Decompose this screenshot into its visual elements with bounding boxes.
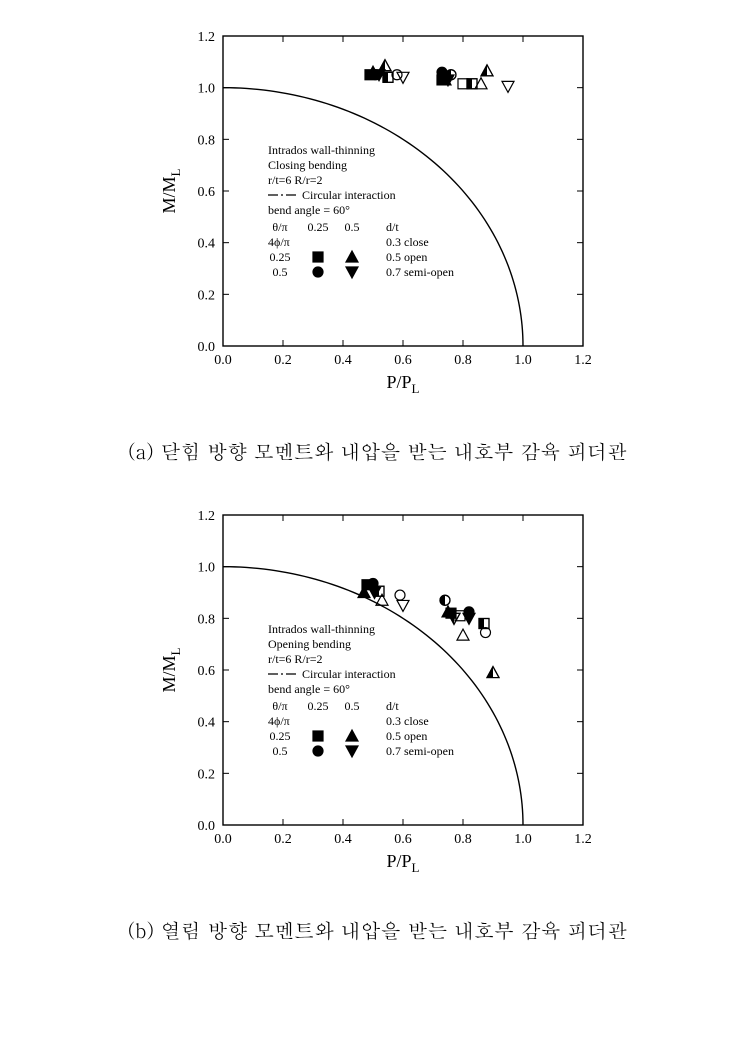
svg-text:0.8: 0.8 xyxy=(197,133,215,148)
svg-text:1.0: 1.0 xyxy=(514,832,532,847)
svg-text:0.0: 0.0 xyxy=(197,819,215,834)
chart-a-svg: 0.0 0.2 0.4 0.6 0.8 1.0 1.2 0.0 0.2 0.4 0.6 0.8 1.0 1… xyxy=(138,18,618,418)
svg-text:0.25: 0.25 xyxy=(307,220,328,234)
svg-text:4ϕ/π: 4ϕ/π xyxy=(268,235,290,249)
svg-text:1.0: 1.0 xyxy=(514,353,532,368)
svg-text:0.25: 0.25 xyxy=(307,699,328,713)
svg-text:0.25: 0.25 xyxy=(269,250,290,264)
svg-text:0.4: 0.4 xyxy=(197,716,215,731)
svg-text:P/PL: P/PL xyxy=(386,372,419,396)
svg-text:d/t: d/t xyxy=(386,699,399,713)
svg-text:0.5: 0.5 xyxy=(344,220,359,234)
svg-text:0.5: 0.5 xyxy=(272,744,287,758)
svg-text:Closing bending: Closing bending xyxy=(268,158,347,172)
svg-text:M/ML: M/ML xyxy=(159,168,183,213)
svg-text:Circular interaction: Circular interaction xyxy=(302,188,396,202)
svg-text:1.2: 1.2 xyxy=(197,30,215,45)
svg-text:0.6: 0.6 xyxy=(394,353,412,368)
svg-text:Intrados wall-thinning: Intrados wall-thinning xyxy=(268,143,375,157)
svg-text:θ/π: θ/π xyxy=(272,699,287,713)
svg-text:0.2: 0.2 xyxy=(197,288,215,303)
svg-text:Intrados wall-thinning: Intrados wall-thinning xyxy=(268,622,375,636)
svg-text:0.7 semi-open: 0.7 semi-open xyxy=(386,265,454,279)
svg-text:0.3 close: 0.3 close xyxy=(386,235,429,249)
svg-text:bend angle = 60°: bend angle = 60° xyxy=(268,682,350,696)
svg-text:0.0: 0.0 xyxy=(214,353,232,368)
chart-a: 0.0 0.2 0.4 0.6 0.8 1.0 1.2 0.0 0.2 0.4 0.6 0.8 1.0 1… xyxy=(138,18,618,418)
svg-text:θ/π: θ/π xyxy=(272,220,287,234)
svg-text:Opening bending: Opening bending xyxy=(268,637,351,651)
svg-text:bend angle = 60°: bend angle = 60° xyxy=(268,203,350,217)
svg-text:0.7 semi-open: 0.7 semi-open xyxy=(386,744,454,758)
svg-text:r/t=6 R/r=2: r/t=6 R/r=2 xyxy=(268,173,323,187)
svg-text:r/t=6 R/r=2: r/t=6 R/r=2 xyxy=(268,652,323,666)
svg-text:0.2: 0.2 xyxy=(274,832,292,847)
caption-a: (a) 닫힘 방향 모멘트와 내압을 받는 내호부 감육 피더관 xyxy=(0,436,755,465)
svg-text:0.6: 0.6 xyxy=(197,664,215,679)
svg-text:0.6: 0.6 xyxy=(394,832,412,847)
svg-text:0.2: 0.2 xyxy=(274,353,292,368)
svg-text:0.3 close: 0.3 close xyxy=(386,714,429,728)
svg-text:0.2: 0.2 xyxy=(197,767,215,782)
svg-text:0.25: 0.25 xyxy=(269,729,290,743)
svg-text:1.2: 1.2 xyxy=(197,509,215,524)
svg-text:0.5: 0.5 xyxy=(272,265,287,279)
svg-text:0.4: 0.4 xyxy=(197,237,215,252)
svg-text:0.0: 0.0 xyxy=(197,340,215,355)
svg-text:4ϕ/π: 4ϕ/π xyxy=(268,714,290,728)
svg-text:0.4: 0.4 xyxy=(334,832,352,847)
svg-text:0.5 open: 0.5 open xyxy=(386,729,427,743)
svg-text:0.5 open: 0.5 open xyxy=(386,250,427,264)
svg-text:0.5: 0.5 xyxy=(344,699,359,713)
caption-b: (b) 열림 방향 모멘트와 내압을 받는 내호부 감육 피더관 xyxy=(0,915,755,944)
svg-text:1.2: 1.2 xyxy=(574,832,592,847)
svg-text:1.2: 1.2 xyxy=(574,353,592,368)
svg-text:0.0: 0.0 xyxy=(214,832,232,847)
svg-text:P/PL: P/PL xyxy=(386,851,419,875)
svg-text:Circular interaction: Circular interaction xyxy=(302,667,396,681)
chart-b: 0.0 0.2 0.4 0.6 0.8 1.0 1.2 0.0 0.2 0.4 0.6 0.8 1.0 1… xyxy=(138,497,618,897)
svg-text:0.6: 0.6 xyxy=(197,185,215,200)
chart-b-svg: 0.0 0.2 0.4 0.6 0.8 1.0 1.2 0.0 0.2 0.4 0.6 0.8 1.0 1… xyxy=(138,497,618,897)
svg-text:0.8: 0.8 xyxy=(454,353,472,368)
svg-text:d/t: d/t xyxy=(386,220,399,234)
svg-text:M/ML: M/ML xyxy=(159,647,183,692)
svg-text:0.4: 0.4 xyxy=(334,353,352,368)
svg-text:1.0: 1.0 xyxy=(197,82,215,97)
svg-text:1.0: 1.0 xyxy=(197,561,215,576)
svg-text:0.8: 0.8 xyxy=(197,612,215,627)
svg-text:0.8: 0.8 xyxy=(454,832,472,847)
